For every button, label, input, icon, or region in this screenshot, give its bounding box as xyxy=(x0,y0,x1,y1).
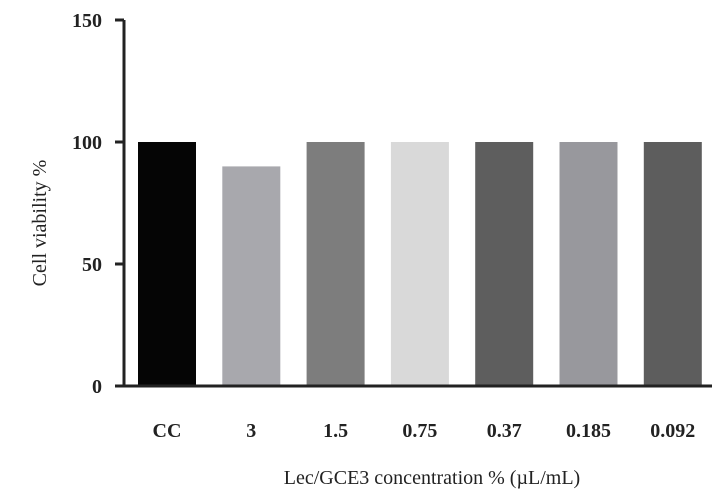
y-axis-title: Cell viability % xyxy=(29,160,51,287)
bar-0-37 xyxy=(475,142,534,386)
y-tick-label: 50 xyxy=(82,254,102,276)
bar-cc xyxy=(138,142,196,386)
x-tick-label: CC xyxy=(153,420,182,442)
x-ticks-group: CC 3 1.5 0.75 0.37 0.185 0.092 xyxy=(153,420,696,442)
x-tick-label: 1.5 xyxy=(323,420,348,442)
bar-0-75 xyxy=(390,142,449,386)
x-tick-label: 3 xyxy=(246,420,256,442)
y-tick-label: 0 xyxy=(92,376,102,398)
x-tick-label: 0.75 xyxy=(402,420,437,442)
bar-0-092 xyxy=(643,142,702,386)
x-tick-label: 0.092 xyxy=(650,420,695,442)
bar-1-5 xyxy=(306,142,365,386)
y-tick-label: 150 xyxy=(72,10,102,32)
x-tick-label: 0.37 xyxy=(487,420,522,442)
y-tick-label: 100 xyxy=(72,132,102,154)
x-tick-label: 0.185 xyxy=(566,420,611,442)
bar-0-185 xyxy=(559,142,618,386)
x-axis-title: Lec/GCE3 concentration % (µL/mL) xyxy=(284,467,580,489)
y-ticks-group: 0 50 100 150 xyxy=(72,10,124,398)
bars-group xyxy=(138,142,702,386)
bar-3 xyxy=(222,166,281,386)
